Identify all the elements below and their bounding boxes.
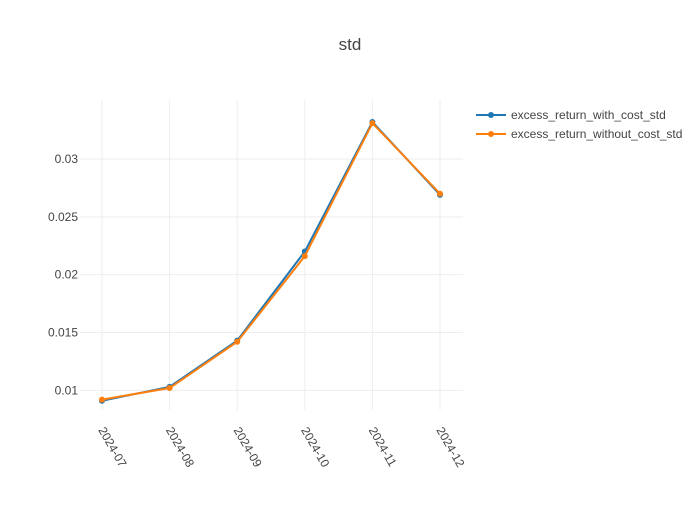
series-line bbox=[101, 122, 441, 401]
x-tick-label: 2024-12 bbox=[433, 425, 467, 470]
series-layer bbox=[99, 118, 443, 404]
legend-label: excess_return_with_cost_std bbox=[511, 108, 666, 122]
y-tick-label: 0.01 bbox=[55, 383, 79, 397]
series-line bbox=[101, 120, 441, 402]
y-tick-label: 0.03 bbox=[55, 152, 79, 166]
data-point[interactable] bbox=[166, 385, 173, 392]
data-point[interactable] bbox=[99, 396, 105, 403]
y-tick-label: 0.02 bbox=[55, 268, 79, 282]
grid-layer bbox=[80, 100, 463, 410]
legend-marker bbox=[488, 112, 494, 118]
y-tick-label: 0.025 bbox=[48, 210, 78, 224]
legend-item[interactable]: excess_return_with_cost_std bbox=[476, 108, 666, 122]
data-point[interactable] bbox=[234, 338, 241, 345]
axis-layer: 2024-07 2024-08 2024-09 2024-10 2024-11 2024-… bbox=[48, 152, 468, 470]
data-point[interactable] bbox=[369, 120, 376, 127]
x-tick-label: 2024-10 bbox=[298, 425, 332, 470]
x-tick-label: 2024-11 bbox=[366, 425, 400, 470]
legend-label: excess_return_without_cost_std bbox=[511, 127, 682, 141]
y-tick-label: 0.015 bbox=[48, 326, 78, 340]
x-tick-label: 2024-07 bbox=[95, 425, 129, 470]
series-group bbox=[99, 118, 443, 404]
chart-title: std bbox=[339, 35, 362, 54]
series-group bbox=[99, 120, 443, 403]
legend-marker bbox=[488, 131, 494, 137]
x-tick-label: 2024-09 bbox=[231, 425, 265, 470]
legend[interactable]: excess_return_with_cost_std excess_return… bbox=[476, 108, 682, 141]
legend-item[interactable]: excess_return_without_cost_std bbox=[476, 127, 682, 141]
data-point[interactable] bbox=[437, 190, 443, 197]
data-point[interactable] bbox=[301, 253, 308, 260]
x-tick-label: 2024-08 bbox=[163, 425, 197, 470]
